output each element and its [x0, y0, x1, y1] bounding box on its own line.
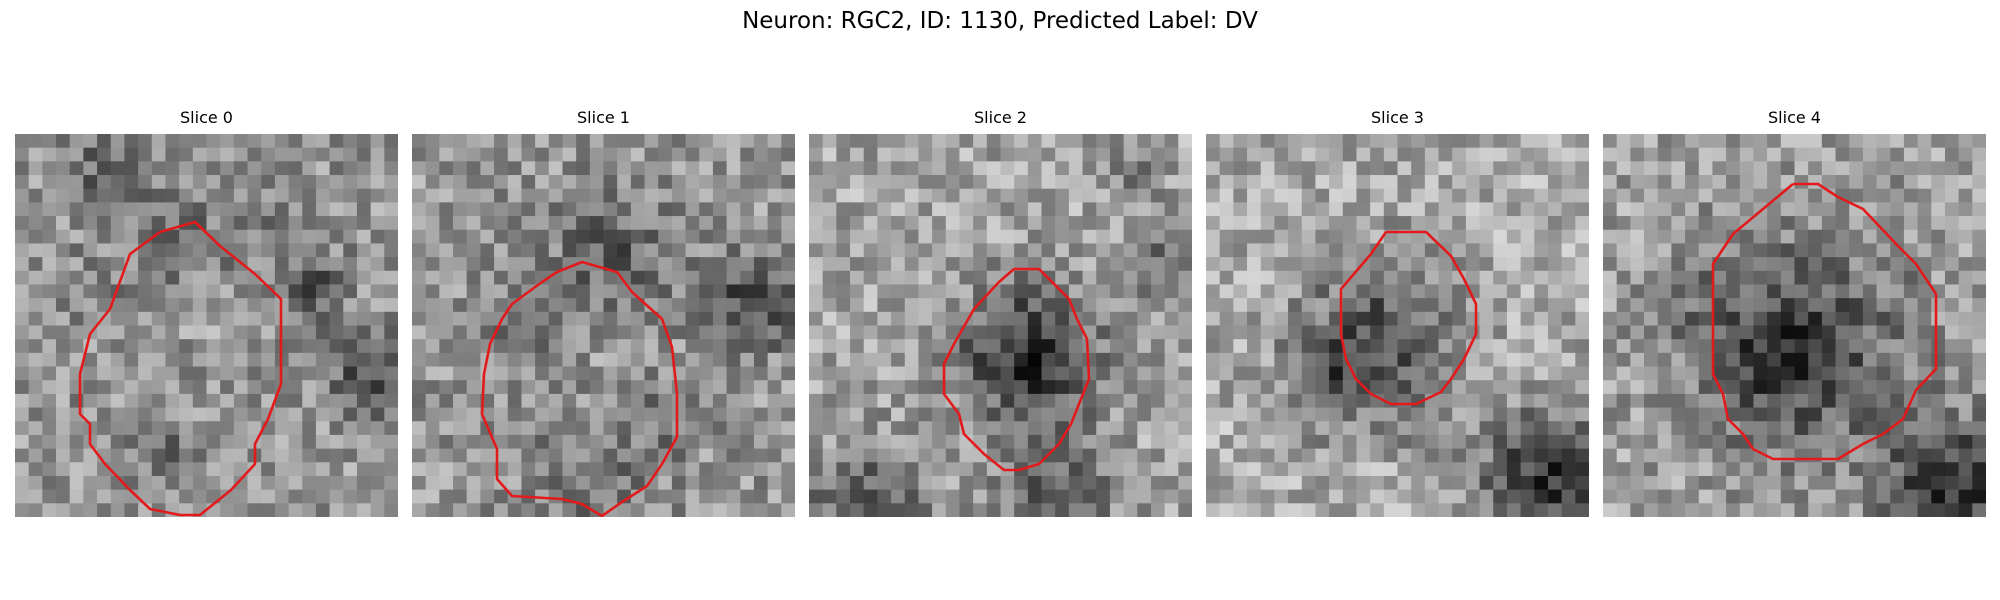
slice-panel-2: Slice 2: [809, 108, 1192, 518]
slice-title: Slice 4: [1768, 108, 1821, 127]
slice-title: Slice 0: [180, 108, 233, 127]
slice-title: Slice 3: [1371, 108, 1424, 127]
pixel-grid: [809, 134, 1192, 517]
cell-contour: [1339, 230, 1478, 406]
cell-contour: [78, 220, 283, 517]
pixel-grid: [15, 134, 398, 517]
slice-title: Slice 1: [577, 108, 630, 127]
slice-image: [809, 134, 1192, 517]
pixel-grid: [1206, 134, 1589, 517]
cell-contour: [1711, 182, 1938, 461]
slice-panel-4: Slice 4: [1603, 108, 1986, 518]
slice-panel-3: Slice 3: [1206, 108, 1589, 518]
pixel-grid: [1603, 134, 1986, 517]
figure-title: Neuron: RGC2, ID: 1130, Predicted Label:…: [742, 8, 1258, 34]
slice-title: Slice 2: [974, 108, 1027, 127]
em-patch-svg: [412, 134, 795, 517]
slice-image: [15, 134, 398, 517]
em-patch-svg: [809, 134, 1192, 517]
cell-contour: [942, 267, 1091, 472]
em-patch-svg: [1206, 134, 1589, 517]
pixel-grid: [412, 134, 795, 517]
cell-contour: [480, 260, 679, 517]
em-patch-svg: [1603, 134, 1986, 517]
slice-panel-0: Slice 0: [15, 108, 398, 518]
slice-image: [412, 134, 795, 517]
slice-panel-1: Slice 1: [412, 108, 795, 518]
slice-image: [1206, 134, 1589, 517]
slice-image: [1603, 134, 1986, 517]
em-patch-svg: [15, 134, 398, 517]
